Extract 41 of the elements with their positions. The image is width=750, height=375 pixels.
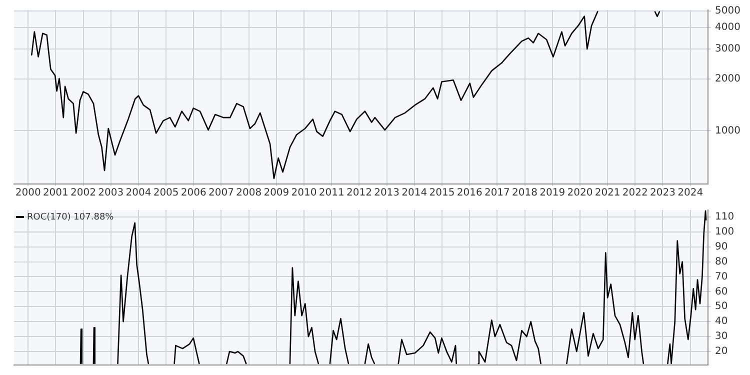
y-tick-label: 3000: [715, 44, 740, 55]
y-tick-label: 5000: [715, 6, 740, 17]
x-tick-label: 2011: [318, 188, 344, 199]
x-tick-label: 2008: [236, 188, 262, 199]
x-tick-label: 2018: [512, 188, 538, 199]
x-tick-label: 2024: [678, 188, 704, 199]
x-tick-label: 2005: [153, 188, 179, 199]
x-tick-label: 2017: [484, 188, 510, 199]
y-tick-label: 4000: [715, 22, 740, 34]
y-tick-label: 30: [715, 331, 728, 342]
x-tick-label: 2015: [429, 188, 455, 199]
legend-label: ROC(170) 107.88%: [27, 212, 114, 222]
x-tick-label: 2006: [180, 188, 206, 199]
x-tick-label: 2003: [98, 188, 124, 199]
x-tick-label: 2023: [650, 188, 676, 199]
y-tick-label: 20: [715, 346, 728, 358]
x-tick-label: 2000: [15, 188, 41, 199]
y-tick-label: 2000: [715, 74, 740, 85]
y-tick-label: 100: [715, 226, 734, 238]
x-tick-label: 2012: [346, 188, 372, 199]
x-tick-label: 2004: [126, 188, 152, 199]
x-tick-label: 2007: [208, 188, 234, 199]
y-tick-label: 50: [715, 301, 728, 312]
x-tick-label: 2013: [374, 188, 400, 199]
x-tick-label: 2009: [264, 188, 290, 199]
y-tick-label: 60: [715, 286, 728, 298]
y-tick-label: 70: [715, 271, 728, 282]
x-tick-label: 2002: [70, 188, 96, 199]
y-tick-label: 110: [715, 211, 734, 222]
x-tick-label: 2010: [291, 188, 317, 199]
y-tick-label: 80: [715, 256, 728, 268]
x-tick-label: 2021: [594, 188, 620, 199]
x-tick-label: 2001: [42, 188, 68, 199]
x-tick-label: 2016: [456, 188, 482, 199]
x-tick-label: 2014: [402, 188, 428, 199]
y-tick-label: 90: [715, 241, 728, 252]
x-tick-label: 2020: [567, 188, 593, 199]
x-tick-label: 2019: [540, 188, 566, 199]
y-tick-label: 1000: [715, 125, 740, 136]
y-tick-label: 40: [715, 316, 728, 328]
x-tick-label: 2022: [622, 188, 648, 199]
